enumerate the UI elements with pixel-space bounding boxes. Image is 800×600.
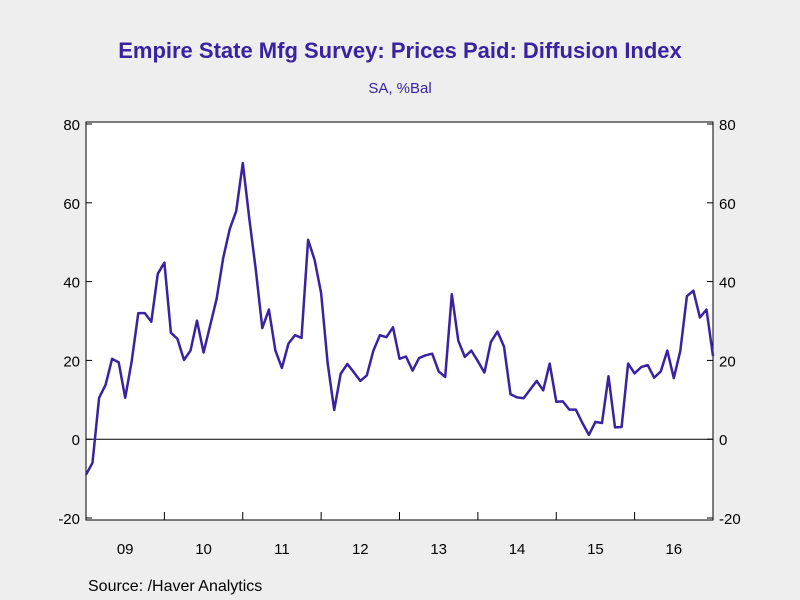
y-tick-label-right: 60 (719, 196, 736, 213)
chart-subtitle: SA, %Bal (368, 80, 432, 97)
chart-title: Empire State Mfg Survey: Prices Paid: Di… (118, 38, 682, 63)
series-line (84, 161, 715, 476)
y-tick-label-right: 0 (719, 432, 727, 449)
y-tick-label-left: 60 (63, 196, 80, 213)
x-tick-label: 15 (587, 541, 604, 558)
x-tick-label: 10 (195, 541, 212, 558)
plot-frame (85, 121, 714, 521)
x-tick-label: 09 (117, 541, 134, 558)
y-tick-label-right: -20 (719, 511, 741, 528)
y-tick-label-left: 0 (72, 432, 80, 449)
x-tick-label: 16 (665, 541, 682, 558)
y-tick-label-left: 80 (63, 117, 80, 134)
x-tick-label: 14 (509, 541, 526, 558)
x-tick-label: 12 (352, 541, 369, 558)
y-tick-label-left: 40 (63, 275, 80, 292)
y-tick-label-left: 20 (63, 353, 80, 370)
x-tick-label: 11 (274, 541, 290, 558)
y-tick-label-left: -20 (58, 511, 80, 528)
y-tick-label-right: 80 (719, 117, 736, 134)
x-tick-label: 13 (430, 541, 447, 558)
y-tick-label-right: 20 (719, 353, 736, 370)
y-tick-label-right: 40 (719, 275, 736, 292)
source-note: Source: /Haver Analytics (88, 578, 263, 595)
